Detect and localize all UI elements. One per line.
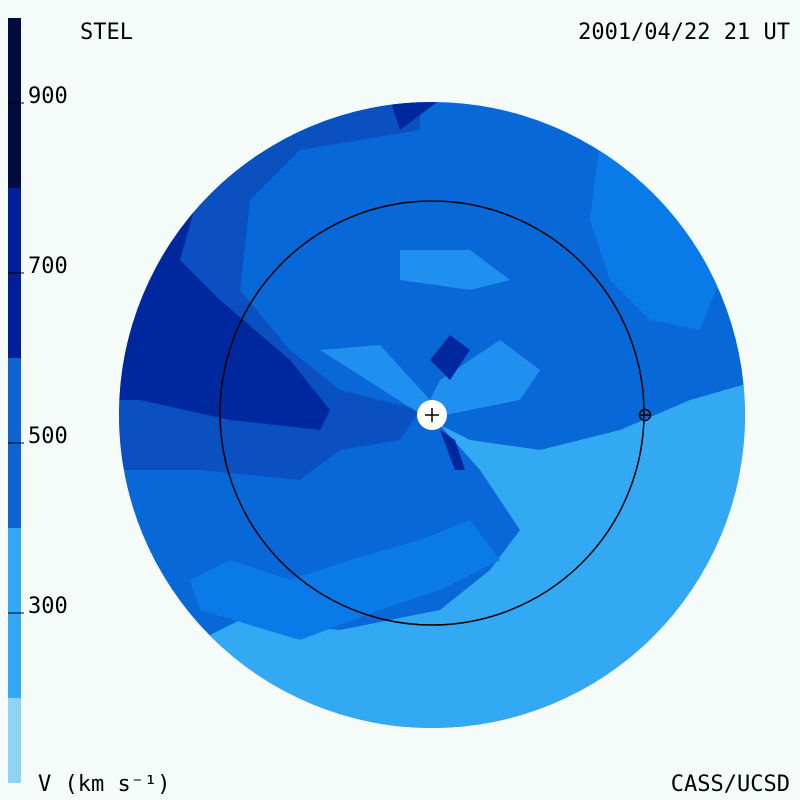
colorbar-tick-label: 900 <box>28 84 68 109</box>
timestamp: 2001/04/22 21 UT <box>578 20 790 45</box>
colorbar-label: V (km s⁻¹) <box>38 772 170 797</box>
region <box>320 340 540 420</box>
instrument-label: STEL <box>80 20 133 45</box>
earth-orbit <box>219 200 645 626</box>
credit: CASS/UCSD <box>671 772 790 797</box>
region <box>190 520 500 640</box>
region <box>400 250 510 290</box>
colorbar-tick-label: 500 <box>28 424 68 449</box>
colorbar-tick-label: 300 <box>28 594 68 619</box>
sun-symbol <box>425 408 439 422</box>
region <box>440 430 465 470</box>
region <box>430 335 470 380</box>
region <box>390 102 440 130</box>
colorbar-tick-label: 700 <box>28 254 68 279</box>
region <box>590 140 720 330</box>
colorbar-band <box>8 698 21 783</box>
region <box>200 380 745 728</box>
colorbar: 300 500 700 900 <box>8 18 68 783</box>
